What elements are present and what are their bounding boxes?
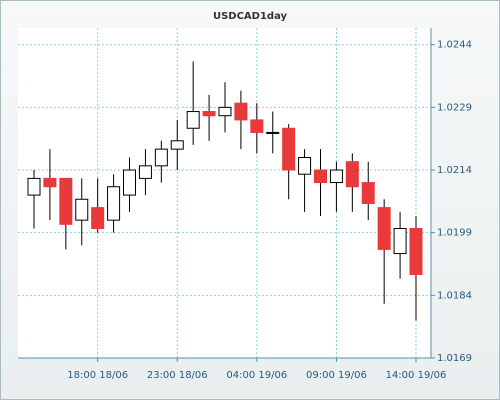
y-tick-label: 1.0214 bbox=[437, 165, 472, 176]
y-tick-label: 1.0184 bbox=[437, 290, 472, 301]
candle-body bbox=[154, 148, 168, 167]
candle-body bbox=[75, 198, 89, 221]
candle-body bbox=[123, 169, 136, 196]
y-tick-label: 1.0229 bbox=[437, 102, 472, 113]
x-tick-label: 04:00 19/06 bbox=[226, 370, 287, 381]
candle-body bbox=[234, 102, 248, 121]
candle-body bbox=[361, 182, 375, 204]
candle-body bbox=[202, 111, 216, 117]
candle-body bbox=[377, 207, 391, 250]
candle-body bbox=[329, 169, 343, 184]
candle-body bbox=[345, 161, 359, 188]
candle-body bbox=[138, 165, 152, 179]
y-tick-label: 1.0244 bbox=[437, 40, 472, 51]
candle-body bbox=[298, 156, 312, 175]
candle-body bbox=[266, 131, 280, 134]
candle-body bbox=[186, 111, 200, 129]
candle-body bbox=[409, 228, 423, 275]
candle-body bbox=[27, 177, 41, 196]
chart-title: USDCAD1day bbox=[213, 11, 288, 22]
candle-body bbox=[91, 207, 105, 230]
x-tick-label: 18:00 18/06 bbox=[67, 370, 128, 381]
x-tick-label: 23:00 18/06 bbox=[147, 370, 208, 381]
candle-body bbox=[250, 119, 264, 133]
y-tick-label: 1.0199 bbox=[437, 228, 472, 239]
y-tick-label: 1.0169 bbox=[437, 353, 472, 364]
candle-body bbox=[43, 177, 57, 188]
candle-body bbox=[59, 177, 73, 225]
candle-body bbox=[218, 106, 232, 117]
x-tick-label: 09:00 19/06 bbox=[306, 370, 367, 381]
candle-body bbox=[282, 127, 296, 171]
candle-body bbox=[314, 169, 327, 184]
candle-body bbox=[107, 186, 121, 221]
candle-body bbox=[170, 140, 184, 150]
x-tick-label: 14:00 19/06 bbox=[386, 370, 447, 381]
candle-body bbox=[393, 228, 407, 255]
